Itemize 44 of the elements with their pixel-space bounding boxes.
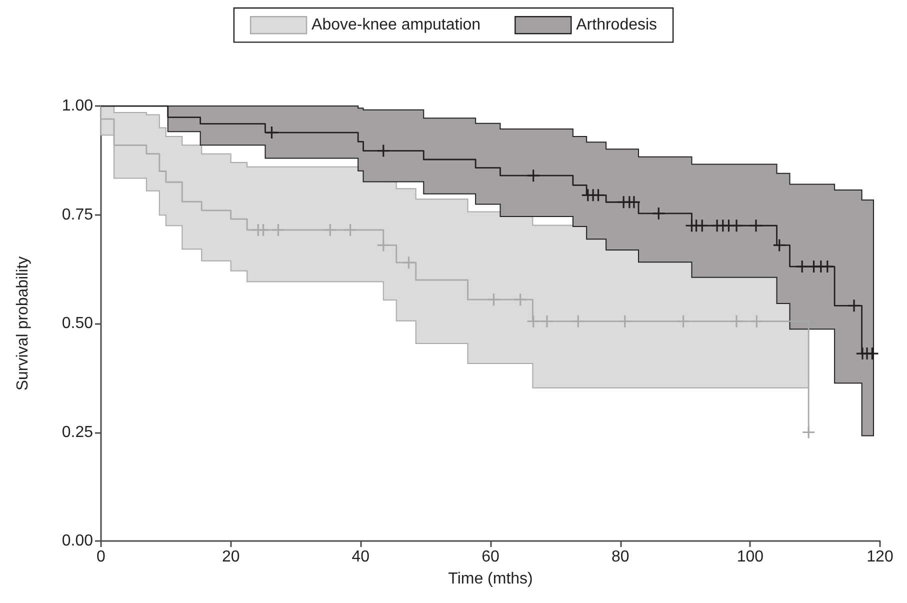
x-tick-label: 80: [611, 548, 630, 566]
point: [376, 238, 390, 252]
point: [772, 238, 786, 252]
point: [571, 314, 585, 328]
point: [526, 314, 540, 328]
legend-label: Above-knee amputation: [312, 16, 481, 34]
point: [795, 260, 809, 274]
point: [820, 260, 834, 274]
x-axis-title: Time (mths): [448, 570, 533, 588]
x-tick-label: 60: [482, 548, 500, 566]
y-tick-label: 0.75: [62, 206, 94, 224]
point: [695, 218, 709, 232]
x-tick-label: 40: [352, 548, 370, 566]
point: [323, 223, 337, 237]
point: [618, 314, 632, 328]
y-tick-label: 1.00: [62, 98, 94, 114]
point: [343, 223, 358, 237]
point: [627, 195, 641, 209]
point: [402, 256, 416, 270]
point: [526, 168, 540, 182]
point: [271, 223, 286, 237]
point: [264, 126, 279, 140]
point: [676, 314, 690, 328]
y-tick-label: 0.00: [62, 532, 94, 550]
y-axis-title: Survival probability: [14, 256, 32, 391]
point: [591, 188, 606, 202]
y-tick-label: 0.25: [62, 424, 94, 441]
x-tick-label: 20: [222, 548, 240, 566]
y-tick-label: 0.50: [62, 315, 94, 332]
x-tick-label: 100: [736, 548, 764, 566]
legend-label: Arthrodesis: [576, 16, 658, 34]
point: [730, 218, 744, 232]
point: [730, 314, 744, 328]
point: [750, 314, 764, 328]
point: [749, 218, 763, 232]
x-tick-label: 0: [96, 548, 106, 566]
point: [802, 425, 816, 440]
point: [486, 292, 501, 306]
x-tick-label: 120: [866, 548, 894, 566]
point: [652, 206, 666, 220]
point: [376, 144, 390, 158]
point: [847, 298, 861, 312]
point: [514, 292, 528, 306]
point: [540, 314, 554, 328]
